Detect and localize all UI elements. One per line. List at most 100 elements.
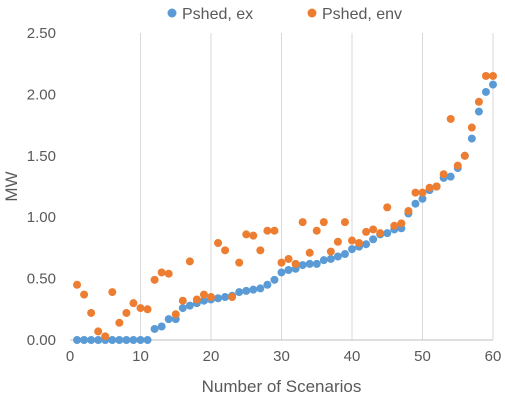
data-point [129,336,138,344]
data-point [256,246,265,255]
data-point [489,80,497,89]
data-point [242,286,251,295]
data-point [474,107,483,116]
data-point [340,218,349,227]
x-tick-label: 50 [414,348,431,365]
data-point [157,268,166,277]
x-tick-label: 20 [203,348,220,365]
data-point [143,336,152,344]
data-point [326,247,335,256]
y-tick-label: 2.50 [27,25,56,42]
data-point [185,257,194,266]
data-points [73,71,497,344]
data-point [80,336,89,344]
data-point [263,226,272,235]
data-point [270,275,279,284]
x-tick-label: 0 [66,348,74,365]
data-point [115,318,124,327]
data-point [397,219,406,228]
data-point [348,245,356,254]
data-point [73,336,82,344]
y-axis-title: MW [2,171,21,201]
y-tick-label: 2.00 [27,86,56,103]
data-point [418,194,427,203]
data-point [214,238,223,247]
data-point [249,231,258,240]
data-point [242,230,251,239]
data-point [340,250,349,259]
data-point [312,259,321,268]
data-point [164,315,173,324]
data-point [150,275,159,284]
data-point [474,97,483,106]
data-point [446,114,455,123]
data-point [171,310,180,319]
data-point [277,268,286,277]
data-point [467,123,476,132]
legend-label-pshed-ex: Pshed, ex [182,6,253,23]
y-tick-label: 0.00 [27,332,56,349]
data-point [108,288,117,297]
data-point [432,182,441,191]
x-axis-ticks: 0 10 20 30 40 50 60 [66,348,502,365]
data-point [249,285,258,294]
data-point [101,332,110,341]
data-point [291,259,300,268]
data-point [333,252,342,261]
x-axis-title: Number of Scenarios [202,377,362,396]
data-point [489,71,497,80]
data-point [446,172,455,181]
data-point [284,266,293,275]
x-tick-label: 40 [344,348,361,365]
data-point [185,301,194,310]
data-point [418,188,427,197]
data-point [376,229,385,238]
data-point [199,290,208,299]
data-point [94,336,103,344]
data-point [235,258,244,267]
data-point [263,280,272,289]
data-point [122,336,131,344]
data-point [214,294,223,303]
legend-marker-pshed-env [307,8,317,18]
data-point [312,226,321,235]
legend-marker-pshed-ex [167,8,177,18]
x-tick-label: 30 [273,348,290,365]
data-point [277,258,286,267]
data-point [411,188,420,197]
data-point [305,259,314,268]
data-point [73,280,82,289]
data-point [178,296,187,305]
y-tick-label: 1.50 [27,148,56,165]
data-point [481,87,490,96]
series-pshed-env [73,71,497,341]
data-point [228,293,237,302]
data-point [369,225,378,234]
data-point [362,227,371,236]
data-point [411,199,420,208]
data-point [467,134,476,143]
data-point [284,254,293,263]
data-point [439,170,448,179]
data-point [390,221,399,230]
data-point [199,296,208,305]
data-point [481,71,490,80]
data-point [150,324,159,333]
data-point [235,288,244,297]
data-point [136,304,145,313]
data-point [221,246,230,255]
data-point [164,269,173,278]
y-axis-ticks: 0.00 0.50 1.00 1.50 2.00 2.50 [27,25,56,349]
data-point [157,322,166,331]
data-point [383,229,392,238]
data-point [404,207,413,216]
data-point [94,327,103,336]
legend-label-pshed-env: Pshed, env [322,6,402,23]
data-point [122,308,131,317]
data-point [425,183,434,192]
data-point [108,336,117,344]
data-point [319,256,328,265]
data-point [348,236,356,245]
data-point [298,261,307,270]
